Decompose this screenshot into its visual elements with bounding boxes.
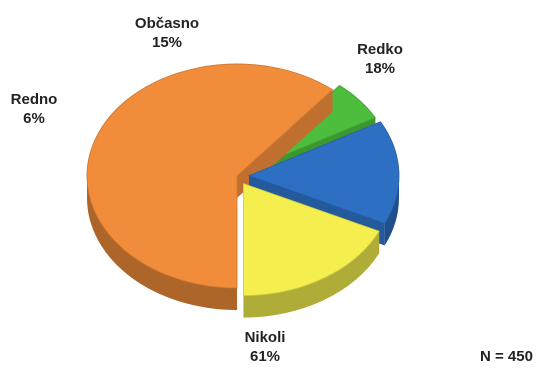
slice-side-redko-0	[243, 231, 380, 318]
sample-size-annotation: N = 450	[480, 348, 533, 365]
slice-label-redno: Redno 6%	[0, 90, 68, 128]
slice-label-redko: Redko 18%	[340, 40, 420, 78]
slice-value-redno: 6%	[23, 110, 45, 127]
slice-label-obcasno: Občasno 15%	[122, 14, 212, 52]
slice-top-obcasno	[247, 121, 400, 224]
slice-side-nikoli-0	[87, 176, 237, 310]
slice-value-obcasno: 15%	[151, 34, 183, 51]
slice-label-nikoli: Nikoli 61%	[230, 328, 300, 366]
slice-top-nikoli	[86, 63, 334, 289]
slice-name-redno: Redno	[10, 91, 58, 108]
slice-name-nikoli: Nikoli	[244, 329, 286, 346]
slice-name-redko: Redko	[357, 41, 403, 58]
slice-name-obcasno: Občasno	[134, 15, 200, 32]
slice-top-redko	[243, 183, 380, 296]
slice-value-nikoli: 61%	[249, 348, 281, 365]
slice-value-redko: 18%	[364, 60, 396, 77]
pie-slice-redko	[243, 183, 380, 318]
